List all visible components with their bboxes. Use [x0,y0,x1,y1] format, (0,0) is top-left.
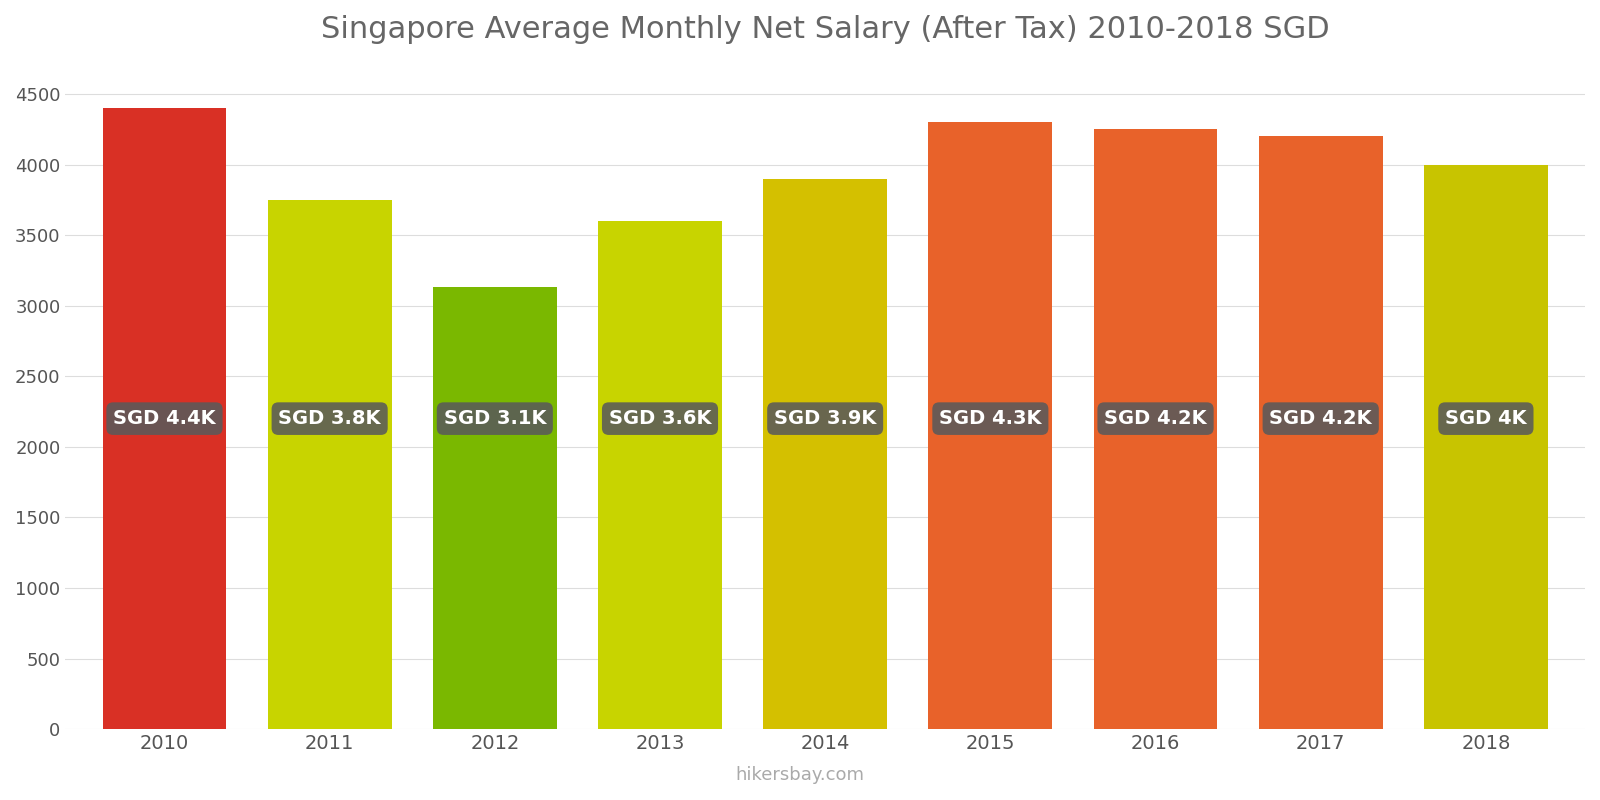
Text: SGD 4.2K: SGD 4.2K [1104,409,1206,428]
Bar [763,178,886,729]
Text: SGD 4K: SGD 4K [1445,409,1526,428]
Text: SGD 4.2K: SGD 4.2K [1269,409,1373,428]
Text: SGD 4.3K: SGD 4.3K [939,409,1042,428]
Bar [1424,165,1547,729]
Bar [434,287,557,729]
Bar [102,108,227,729]
Bar [598,221,722,729]
Text: SGD 3.9K: SGD 3.9K [774,409,877,428]
Bar [1259,136,1382,729]
Text: SGD 4.4K: SGD 4.4K [114,409,216,428]
Text: hikersbay.com: hikersbay.com [736,766,864,784]
Bar [1093,130,1218,729]
Bar [928,122,1053,729]
Bar [267,200,392,729]
Text: SGD 3.1K: SGD 3.1K [443,409,546,428]
Text: SGD 3.8K: SGD 3.8K [278,409,381,428]
Text: SGD 3.6K: SGD 3.6K [608,409,712,428]
Title: Singapore Average Monthly Net Salary (After Tax) 2010-2018 SGD: Singapore Average Monthly Net Salary (Af… [322,15,1330,44]
